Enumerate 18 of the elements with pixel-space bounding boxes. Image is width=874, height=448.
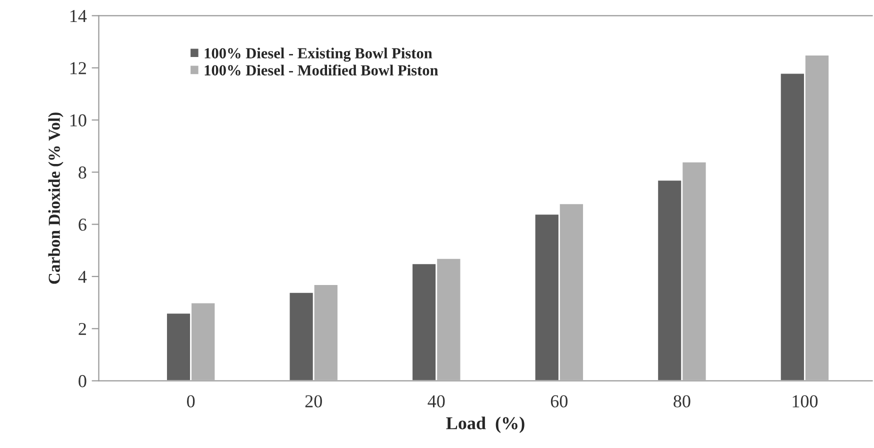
x-tick-label: 0 [187, 395, 195, 408]
y-tick-label: 8 [78, 166, 86, 179]
legend-label: 100% Diesel - Existing Bowl Piston [204, 48, 432, 62]
x-tick-label: 60 [550, 395, 568, 408]
y-axis-title: Carbon Dioxide (% Vol) [48, 112, 64, 284]
x-axis-title: Load (%) [446, 416, 524, 433]
y-tick-label: 0 [78, 375, 86, 388]
y-tick-label: 2 [78, 322, 86, 335]
y-tick-label: 10 [70, 114, 86, 126]
y-tick-label: 12 [70, 62, 86, 74]
x-tick-label: 20 [305, 395, 322, 408]
x-tick-label: 40 [428, 395, 445, 408]
x-tick-label: 80 [674, 395, 690, 408]
legend-label: 100% Diesel - Modified Bowl Piston [204, 64, 438, 76]
y-tick-label: 4 [78, 270, 87, 283]
x-tick-label: 100 [792, 395, 818, 408]
y-tick-label: 14 [70, 10, 87, 22]
y-tick-label: 6 [78, 218, 86, 231]
